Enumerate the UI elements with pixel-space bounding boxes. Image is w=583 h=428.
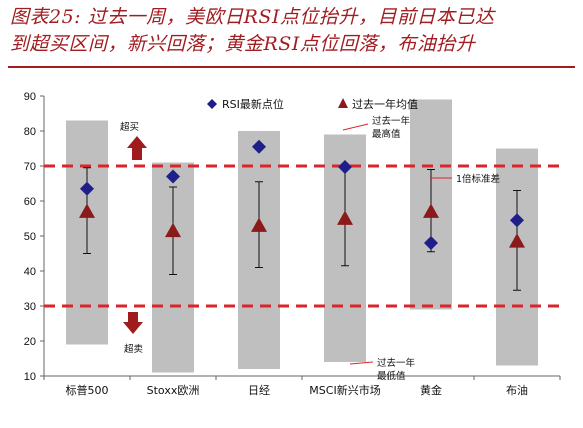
y-tick-label: 60: [24, 196, 36, 208]
legend-avg-marker: [338, 98, 348, 108]
avg-marker-5: [509, 233, 525, 248]
std-label: 1倍标准差: [456, 173, 500, 185]
oversold-label: 超卖: [124, 343, 143, 355]
legend-rsi-marker: [207, 99, 217, 109]
y-tick-label: 10: [24, 371, 36, 383]
low-label-line2: 最低值: [377, 370, 406, 382]
title-underline: [8, 66, 575, 68]
legend-rsi-label: RSI最新点位: [222, 97, 284, 111]
avg-marker-2: [251, 217, 267, 232]
y-tick-label: 30: [24, 301, 36, 313]
rsi-marker-0: [80, 181, 94, 196]
overbought-label: 超买: [120, 121, 139, 133]
rsi-marker-5: [510, 213, 524, 228]
y-tick-label: 70: [24, 161, 36, 173]
legend-avg-label: 过去一年均值: [352, 97, 418, 111]
low-label-line1: 过去一年: [377, 357, 416, 369]
avg-marker-1: [165, 222, 181, 238]
high-label-line1: 过去一年: [372, 115, 411, 127]
avg-marker-4: [423, 203, 439, 218]
x-tick-label: Stoxx欧洲: [147, 384, 200, 397]
x-tick-label: 黄金: [420, 383, 442, 397]
y-tick-label: 20: [24, 336, 36, 348]
y-tick-label: 90: [24, 91, 36, 103]
oversold-arrow: [123, 312, 143, 334]
x-tick-label: 标普500: [66, 383, 109, 397]
y-tick-label: 50: [24, 231, 36, 243]
rsi-marker-4: [424, 236, 438, 250]
avg-marker-0: [79, 203, 95, 218]
x-tick-label: 日经: [248, 384, 270, 397]
chart-title-line2: 到超买区间，新兴回落；黄金RSI点位回落，布油抬升: [10, 33, 476, 55]
chart-title-line1: 图表25: 过去一周，美欧日RSI点位抬升，目前日本已达: [10, 6, 495, 28]
avg-marker-3: [337, 210, 353, 225]
chart-title: 图表25: 过去一周，美欧日RSI点位抬升，目前日本已达 到超买区间，新兴回落；…: [10, 4, 575, 58]
rsi-marker-2: [252, 139, 266, 154]
rsi-marker-1: [166, 169, 180, 184]
high-leader-line: [342, 123, 369, 131]
y-tick-label: 80: [24, 126, 36, 138]
low-leader-line: [349, 361, 374, 365]
x-tick-label: 布油: [506, 383, 528, 397]
y-tick-label: 40: [24, 266, 36, 278]
x-tick-label: MSCI新兴市场: [309, 383, 380, 397]
high-label-line2: 最高值: [372, 128, 401, 140]
overbought-arrow: [127, 136, 147, 160]
rsi-marker-3: [338, 160, 352, 175]
